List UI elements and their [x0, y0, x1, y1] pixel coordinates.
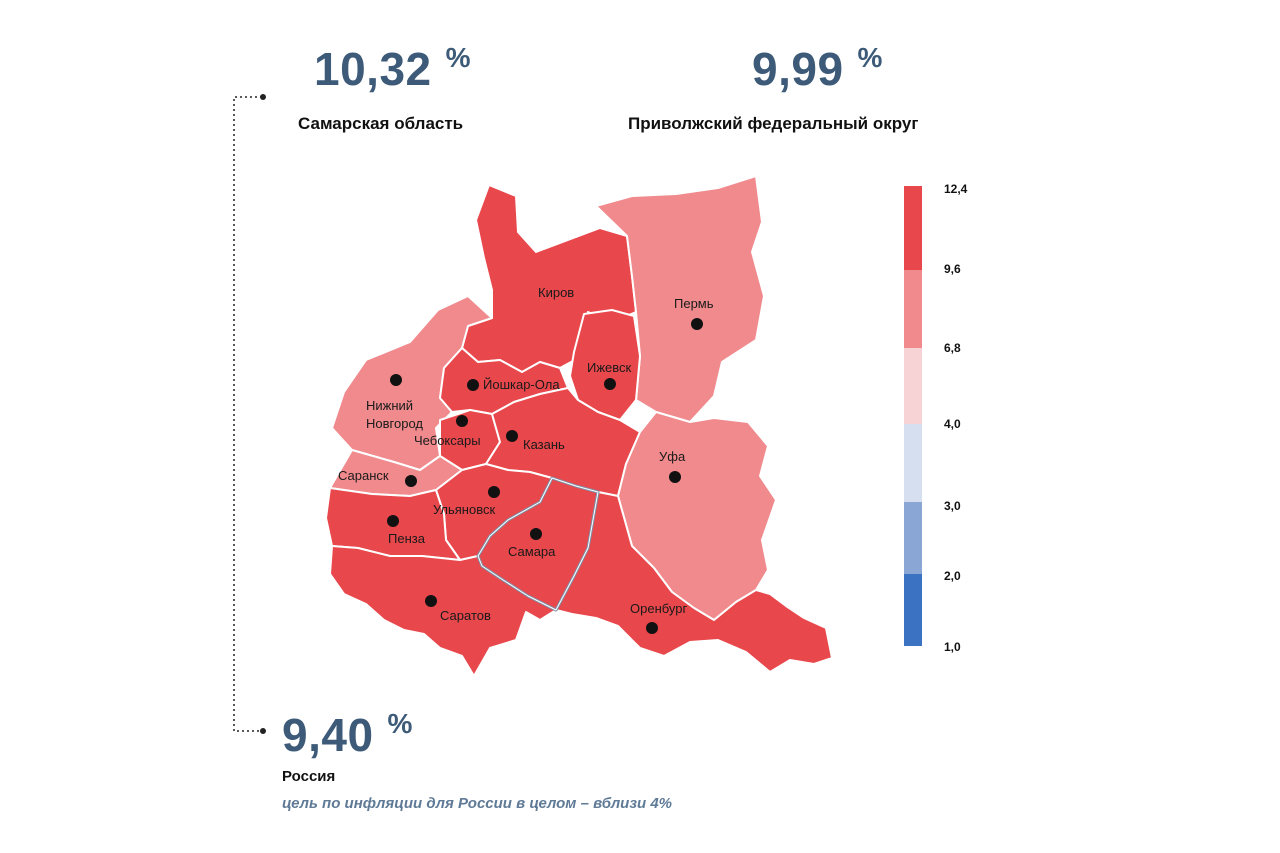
city-label-saransk: Саранск	[338, 468, 389, 483]
city-label-perm: Пермь	[674, 296, 714, 311]
legend-swatch-5	[904, 502, 922, 574]
city-dot-izhevsk	[604, 378, 616, 390]
legend-swatch-2	[904, 270, 922, 348]
city-dot-orenburg	[646, 622, 658, 634]
volga-value-unit: %	[857, 42, 883, 73]
city-dot-perm	[691, 318, 703, 330]
city-dot-kazan	[506, 430, 518, 442]
city-markers	[387, 318, 703, 634]
volga-value-number: 9,99	[752, 43, 844, 95]
city-dot-cheboksary	[456, 415, 468, 427]
connector-dot-bottom	[260, 728, 266, 734]
russia-label: Россия	[282, 768, 336, 785]
city-dot-penza	[387, 515, 399, 527]
city-dot-yoshkar-ola	[467, 379, 479, 391]
region-kirov	[461, 184, 637, 373]
city-label-penza: Пенза	[388, 531, 426, 546]
city-dot-samara	[530, 528, 542, 540]
city-label-nizhny-novgorod-2: Новгород	[366, 416, 423, 431]
inflation-target-note: цель по инфляции для России в целом – вб…	[282, 795, 673, 812]
legend-swatch-1	[904, 186, 922, 270]
city-label-nizhny-novgorod-1: Нижний	[366, 398, 413, 413]
legend-tick-4-0: 4,0	[944, 417, 961, 431]
legend-tick-1-0: 1,0	[944, 640, 961, 654]
russia-inflation-value: 9,40%	[282, 709, 413, 761]
legend-tick-9-6: 9,6	[944, 262, 961, 276]
bracket-connector	[233, 96, 262, 732]
city-dot-saransk	[405, 475, 417, 487]
volga-district-label: Приволжский федеральный округ	[628, 114, 919, 133]
volga-inflation-value: 9,99%	[752, 43, 883, 95]
samara-region-label: Самарская область	[298, 114, 464, 133]
city-label-saratov: Саратов	[440, 608, 491, 623]
city-label-ufa: Уфа	[659, 449, 686, 464]
samara-value-number: 10,32	[314, 43, 432, 95]
connector-dot-top	[260, 94, 266, 100]
legend-tick-2-0: 2,0	[944, 569, 961, 583]
legend-swatch-4	[904, 424, 922, 502]
legend-swatch-6	[904, 574, 922, 646]
city-label-yoshkar-ola: Йошкар-Ола	[483, 377, 560, 392]
city-dot-saratov	[425, 595, 437, 607]
russia-value-unit: %	[387, 708, 413, 739]
city-label-cheboksary: Чебоксары	[414, 433, 481, 448]
city-label-kirov: Киров	[538, 285, 574, 300]
city-dot-ufa	[669, 471, 681, 483]
city-dot-ulyanovsk	[488, 486, 500, 498]
region-perm	[595, 175, 765, 423]
legend-tick-3-0: 3,0	[944, 499, 961, 513]
city-label-samara: Самара	[508, 544, 556, 559]
legend-swatch-3	[904, 348, 922, 424]
legend-tick-6-8: 6,8	[944, 341, 961, 355]
legend-tick-12-4: 12,4	[944, 182, 968, 196]
city-dot-nizhny-novgorod	[390, 374, 402, 386]
region-orenburg	[555, 491, 833, 673]
city-label-izhevsk: Ижевск	[587, 360, 632, 375]
samara-inflation-value: 10,32%	[314, 43, 471, 95]
city-label-orenburg: Оренбург	[630, 601, 687, 616]
city-label-kazan: Казань	[523, 437, 565, 452]
samara-highlight-inner	[477, 477, 599, 611]
city-label-ulyanovsk: Ульяновск	[433, 502, 495, 517]
samara-value-unit: %	[445, 42, 472, 73]
russia-value-number: 9,40	[282, 709, 374, 761]
